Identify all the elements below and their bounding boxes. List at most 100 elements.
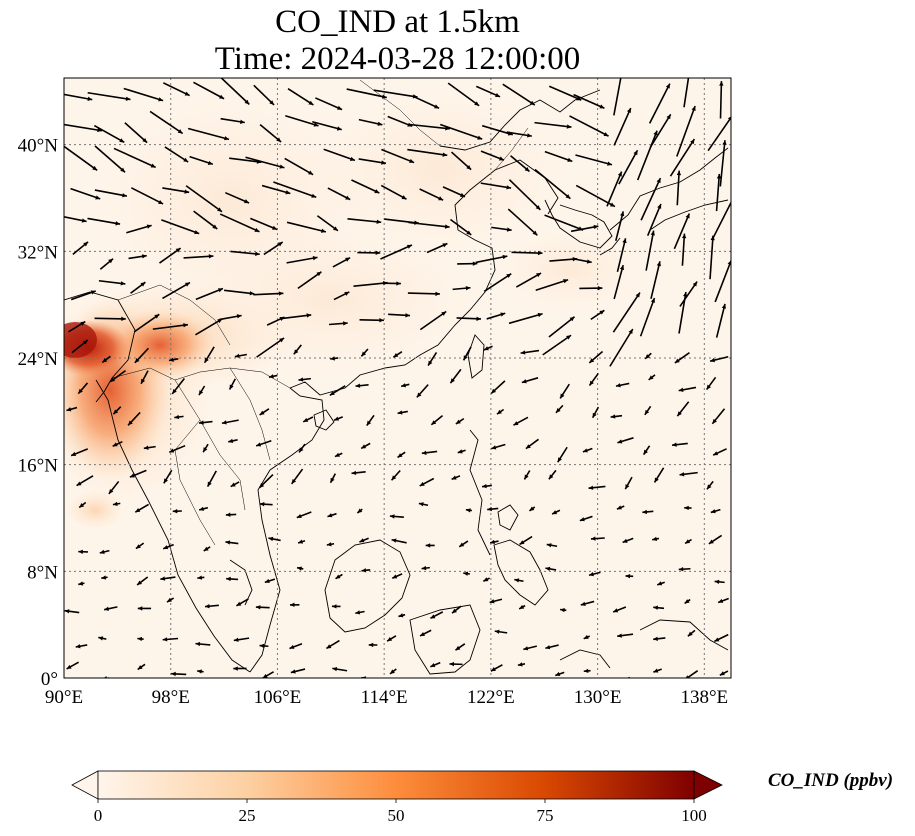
wind-arrow <box>195 287 224 301</box>
wind-arrow <box>642 509 654 515</box>
wind-arrow <box>333 291 350 301</box>
wind-arrow <box>449 218 472 236</box>
wind-arrow <box>332 666 348 672</box>
wind-arrow <box>290 668 306 674</box>
wind-arrow <box>78 549 88 554</box>
wind-arrow <box>219 213 260 233</box>
wind-arrow <box>281 313 312 320</box>
wind-arrow <box>678 567 691 572</box>
wind-arrow <box>426 242 448 254</box>
wind-arrow <box>673 213 691 250</box>
wind-arrow <box>87 217 121 226</box>
wind-arrow <box>588 372 599 387</box>
wind-arrow <box>502 83 536 106</box>
wind-arrow <box>590 536 605 541</box>
colorbar-tick-label: 25 <box>239 806 256 825</box>
wind-arrow <box>416 384 429 398</box>
wind-arrow <box>358 118 383 126</box>
wind-arrow <box>583 668 591 674</box>
wind-arrow <box>234 353 248 358</box>
wind-arrow <box>70 187 101 200</box>
wind-arrow <box>391 538 407 544</box>
wind-arrow <box>228 378 237 390</box>
wind-arrow <box>491 226 512 232</box>
wind-arrow <box>649 113 672 148</box>
wind-arrow <box>397 451 406 459</box>
wind-arrow <box>346 88 387 99</box>
wind-arrow <box>64 215 87 223</box>
wind-arrow <box>398 613 406 618</box>
wind-arrow <box>187 127 230 141</box>
wind-arrow <box>519 535 533 546</box>
wind-arrow <box>245 156 285 169</box>
wind-arrow <box>610 414 623 419</box>
wind-arrow <box>250 217 278 231</box>
wind-arrow <box>648 83 671 124</box>
lon-tick-label: 138°E <box>680 687 728 708</box>
wind-arrow <box>302 416 314 423</box>
wind-arrow <box>315 97 343 111</box>
colorbar-tick-label: 0 <box>94 806 103 825</box>
wind-arrow <box>99 549 110 555</box>
wind-arrow <box>351 179 380 194</box>
wind-arrow <box>87 91 131 101</box>
wind-arrow <box>224 289 255 296</box>
wind-arrow <box>480 150 505 161</box>
country-borders <box>111 79 529 546</box>
wind-arrow <box>263 241 284 256</box>
wind-arrow <box>168 357 179 362</box>
wind-arrow <box>684 505 692 511</box>
wind-arrow <box>642 445 651 456</box>
wind-arrow <box>588 485 606 490</box>
wind-arrow <box>171 671 187 677</box>
wind-arrow <box>513 416 529 426</box>
wind-arrow <box>656 581 665 586</box>
wind-arrow <box>333 416 344 421</box>
wind-arrow <box>298 377 311 382</box>
wind-arrow <box>681 233 687 266</box>
lon-tick-label: 90°E <box>45 687 83 708</box>
wind-arrow <box>507 208 538 236</box>
wind-arrow <box>458 540 469 548</box>
wind-arrow <box>149 110 184 135</box>
wind-arrow <box>112 440 123 447</box>
wind-arrow <box>588 350 604 364</box>
wind-arrow <box>388 313 411 318</box>
wind-arrow <box>457 261 478 266</box>
wind-arrow <box>570 224 599 233</box>
wind-arrow <box>325 639 340 650</box>
wind-arrow <box>475 254 508 264</box>
wind-arrow <box>68 320 86 333</box>
wind-arrow <box>103 606 118 611</box>
wind-arrow <box>427 352 438 367</box>
wind-arrow <box>124 122 148 144</box>
wind-arrow <box>258 474 274 489</box>
wind-arrow <box>419 310 447 331</box>
wind-arrow <box>709 355 729 363</box>
wind-arrow <box>559 383 570 399</box>
wind-arrow <box>135 542 145 550</box>
wind-arrow <box>719 140 727 187</box>
lat-tick-label: 40°N <box>18 136 59 157</box>
wind-arrow <box>162 281 191 300</box>
wind-arrow <box>94 145 126 173</box>
wind-arrow <box>579 515 593 522</box>
wind-arrow <box>639 297 656 337</box>
wind-arrow <box>203 346 215 364</box>
wind-arrow <box>297 539 306 544</box>
wind-arrow <box>514 578 524 583</box>
wind-arrow <box>289 643 303 650</box>
wind-arrow <box>653 605 665 610</box>
wind-arrow <box>705 376 717 391</box>
wind-arrow <box>711 408 726 425</box>
wind-arrow <box>618 149 639 185</box>
wind-arrow <box>419 477 435 487</box>
wind-arrow <box>678 291 688 334</box>
colorbar-tick-label: 100 <box>681 806 707 825</box>
wind-arrow <box>171 377 186 395</box>
wind-arrow <box>407 148 448 157</box>
wind-arrow <box>287 87 314 106</box>
wind-arrow <box>455 417 465 425</box>
wind-arrow <box>381 148 415 164</box>
wind-arrow <box>419 629 432 637</box>
